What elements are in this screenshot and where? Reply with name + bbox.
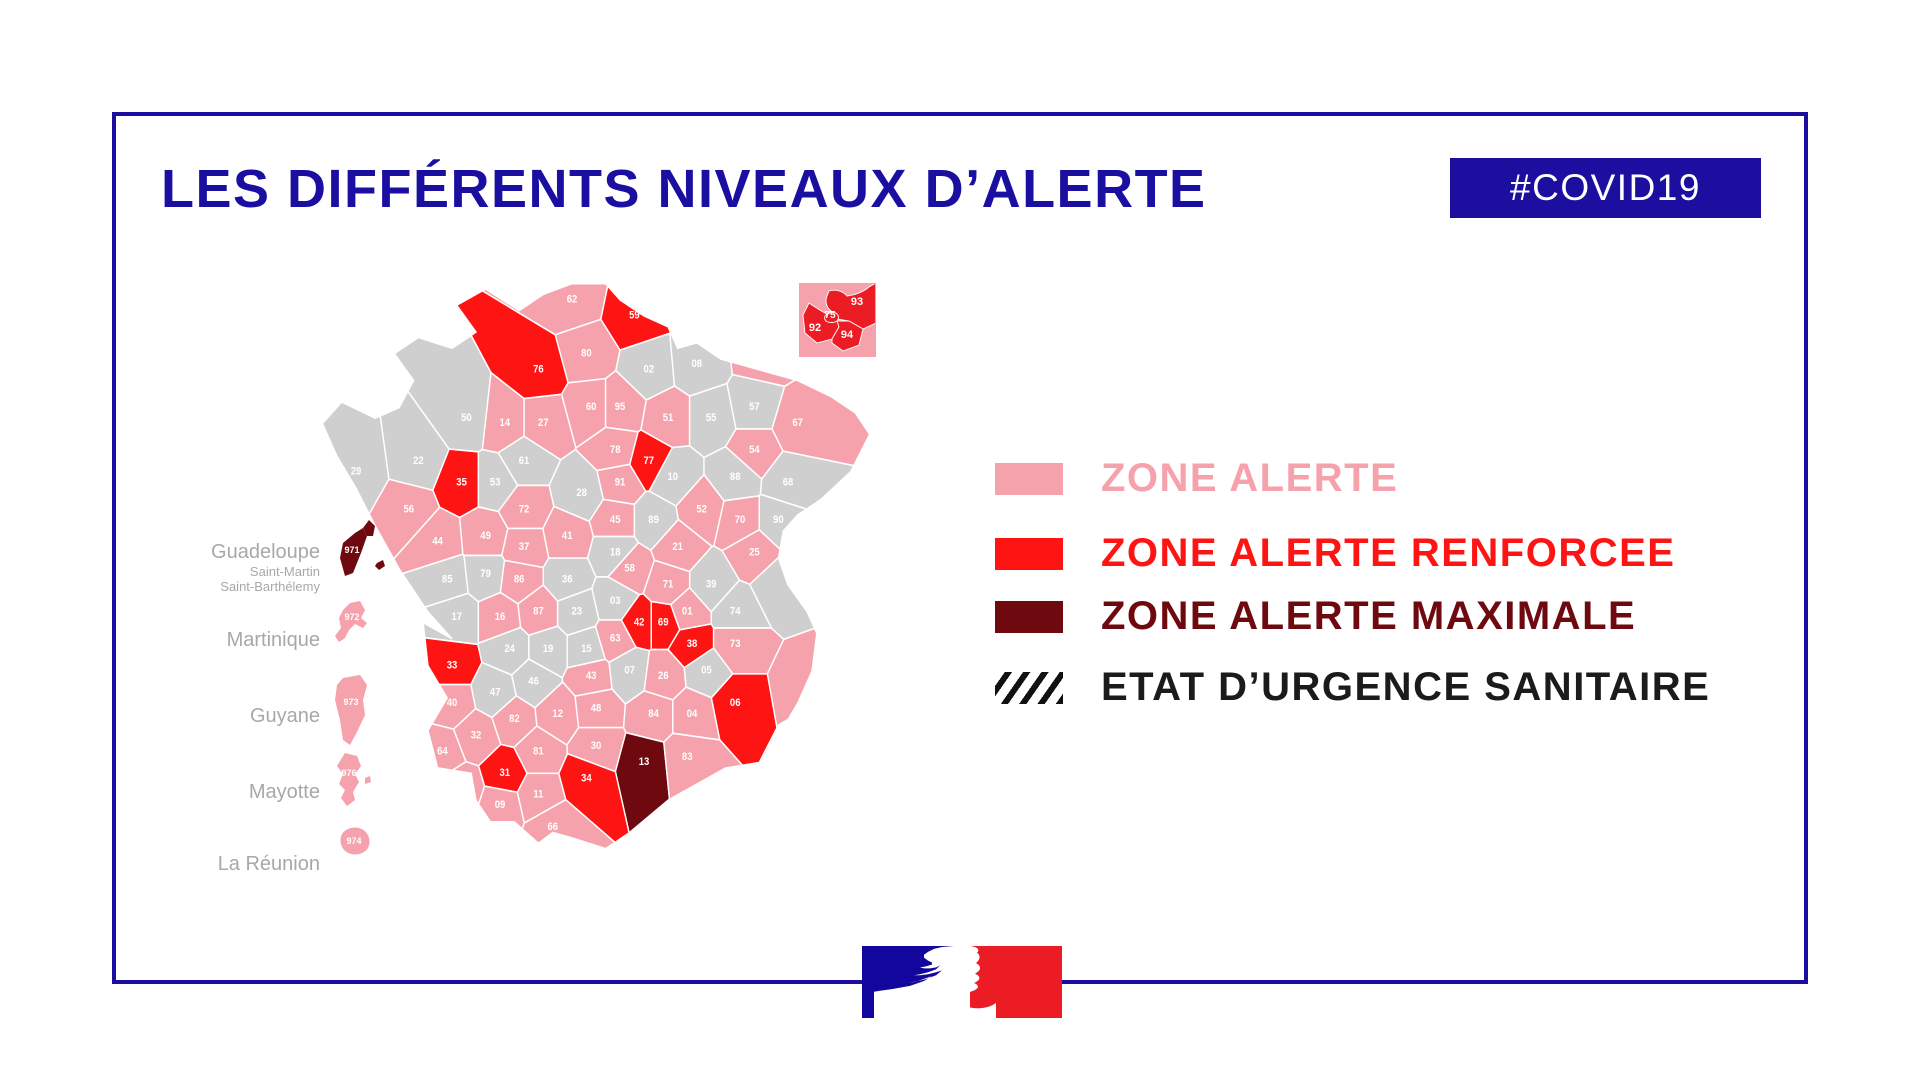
svg-text:971: 971 (344, 545, 359, 555)
svg-text:25: 25 (749, 547, 760, 559)
svg-text:23: 23 (572, 606, 583, 618)
svg-text:10: 10 (668, 472, 679, 484)
svg-text:974: 974 (346, 836, 361, 846)
svg-text:06: 06 (730, 698, 741, 710)
svg-text:76: 76 (533, 364, 544, 376)
svg-text:47: 47 (490, 687, 501, 699)
svg-text:24: 24 (504, 644, 515, 656)
svg-text:976: 976 (341, 768, 356, 778)
svg-text:57: 57 (749, 402, 760, 414)
svg-text:94: 94 (841, 329, 854, 341)
svg-text:45: 45 (610, 515, 621, 527)
svg-text:84: 84 (648, 708, 659, 720)
svg-text:46: 46 (528, 676, 539, 688)
svg-text:70: 70 (735, 515, 746, 527)
svg-text:61: 61 (519, 455, 530, 467)
svg-text:03: 03 (610, 595, 621, 607)
svg-text:77: 77 (644, 455, 655, 467)
svg-text:37: 37 (519, 542, 530, 554)
svg-text:19: 19 (543, 644, 554, 656)
svg-text:33: 33 (447, 660, 458, 672)
svg-text:972: 972 (344, 612, 359, 622)
svg-text:85: 85 (442, 574, 453, 586)
svg-text:42: 42 (634, 617, 645, 629)
svg-text:05: 05 (701, 665, 712, 677)
svg-text:50: 50 (461, 412, 472, 424)
svg-text:21: 21 (672, 542, 683, 554)
svg-text:08: 08 (692, 359, 703, 371)
svg-text:92: 92 (809, 322, 821, 334)
svg-text:38: 38 (687, 638, 698, 650)
svg-text:67: 67 (792, 418, 803, 430)
svg-text:59: 59 (629, 310, 640, 322)
svg-text:73: 73 (730, 638, 741, 650)
svg-text:35: 35 (456, 477, 467, 489)
svg-text:04: 04 (687, 708, 698, 720)
svg-text:15: 15 (581, 644, 592, 656)
svg-text:90: 90 (773, 515, 784, 527)
svg-text:60: 60 (586, 402, 597, 414)
svg-text:41: 41 (562, 531, 573, 543)
svg-text:83: 83 (682, 751, 693, 763)
svg-text:11: 11 (533, 789, 543, 801)
svg-text:78: 78 (610, 445, 621, 457)
svg-text:31: 31 (500, 768, 511, 780)
svg-text:12: 12 (552, 708, 563, 720)
svg-text:973: 973 (343, 697, 358, 707)
svg-text:68: 68 (783, 477, 794, 489)
svg-text:95: 95 (615, 402, 626, 414)
svg-text:55: 55 (706, 412, 717, 424)
svg-text:56: 56 (404, 504, 415, 516)
svg-text:62: 62 (567, 294, 578, 306)
svg-text:88: 88 (730, 472, 741, 484)
svg-text:54: 54 (749, 445, 760, 457)
svg-text:79: 79 (480, 568, 491, 580)
svg-text:09: 09 (495, 800, 506, 812)
svg-text:86: 86 (514, 574, 525, 586)
svg-text:63: 63 (610, 633, 621, 645)
svg-text:22: 22 (413, 455, 424, 467)
svg-text:80: 80 (581, 348, 592, 360)
svg-text:52: 52 (696, 504, 707, 516)
svg-text:64: 64 (437, 746, 448, 758)
svg-text:75: 75 (824, 310, 836, 321)
svg-text:02: 02 (644, 364, 655, 376)
svg-text:81: 81 (533, 746, 544, 758)
svg-text:07: 07 (624, 665, 635, 677)
svg-text:30: 30 (591, 741, 602, 753)
svg-text:89: 89 (648, 515, 659, 527)
svg-text:71: 71 (663, 579, 674, 591)
svg-text:72: 72 (519, 504, 530, 516)
svg-text:01: 01 (682, 606, 693, 618)
svg-text:40: 40 (447, 698, 458, 710)
svg-text:53: 53 (490, 477, 501, 489)
svg-text:51: 51 (663, 412, 674, 424)
svg-text:65: 65 (456, 784, 467, 796)
svg-text:16: 16 (495, 611, 506, 623)
svg-text:44: 44 (432, 536, 443, 548)
svg-text:49: 49 (480, 531, 491, 543)
svg-text:74: 74 (730, 606, 741, 618)
svg-text:14: 14 (500, 418, 511, 430)
svg-text:39: 39 (706, 579, 717, 591)
svg-text:17: 17 (452, 611, 463, 623)
svg-text:32: 32 (471, 730, 482, 742)
svg-text:26: 26 (658, 671, 669, 683)
svg-text:36: 36 (562, 574, 573, 586)
svg-text:27: 27 (538, 418, 549, 430)
svg-text:34: 34 (581, 773, 592, 785)
svg-text:18: 18 (610, 547, 621, 559)
svg-text:58: 58 (624, 563, 635, 575)
svg-text:29: 29 (351, 466, 362, 478)
svg-text:48: 48 (591, 703, 602, 715)
svg-text:28: 28 (576, 488, 587, 500)
svg-text:93: 93 (851, 296, 863, 308)
svg-text:66: 66 (548, 821, 559, 833)
svg-text:87: 87 (533, 606, 544, 618)
svg-text:82: 82 (509, 714, 520, 726)
svg-text:69: 69 (658, 617, 669, 629)
svg-text:43: 43 (586, 671, 597, 683)
svg-text:91: 91 (615, 477, 626, 489)
svg-text:13: 13 (639, 757, 650, 769)
